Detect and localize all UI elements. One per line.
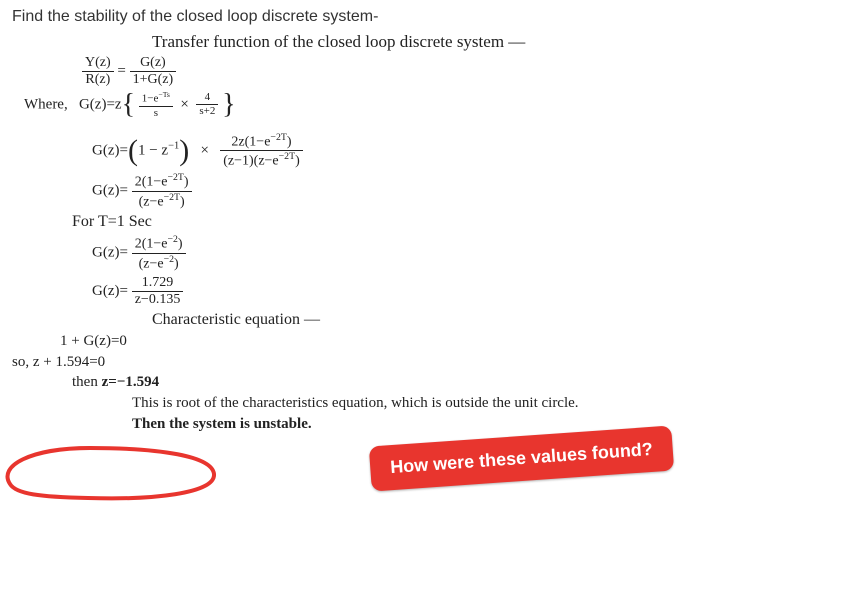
where-label: Where, (24, 96, 68, 112)
g-def-3: G(z)= 2(1−e−2T) (z−e−2T) (92, 173, 842, 209)
g2-rnum-a: 2z(1−e (231, 134, 270, 149)
annotation-callout: How were these values found? (369, 425, 674, 491)
g3-lead: G(z)= (92, 183, 128, 199)
g-def-5: G(z)= 1.729 z−0.135 (92, 276, 842, 307)
g3-den-exp: −2T (164, 192, 180, 203)
g1-inner-num: 1−e (142, 93, 159, 105)
ce3-bold: z=−1.594 (102, 374, 160, 390)
g3-den-a: (z−e (139, 194, 164, 209)
closed-loop-tf: Y(z) R(z) = G(z) 1+G(z) (82, 56, 842, 87)
g1-inner-exp: −Ts (158, 90, 170, 99)
ce3-pre: then (72, 374, 102, 390)
g1-lead: G(z)=z (79, 96, 122, 112)
g1-right-den: s+2 (196, 105, 218, 117)
g2-paren-inner: 1 − z (138, 142, 168, 158)
g1-inner-den: s (139, 107, 173, 119)
char-eq-1: 1 + G(z)=0 (60, 333, 842, 350)
g4-num-exp: −2 (167, 234, 177, 245)
g3-num-b: ) (184, 175, 189, 190)
g4-lead: G(z)= (92, 245, 128, 261)
tf-right-den: 1+G(z) (130, 72, 177, 87)
g2-rden-a: (z−1)(z−e (223, 154, 278, 169)
page-title: Find the stability of the closed loop di… (12, 8, 842, 26)
g-def-1: Where, G(z)=z{ 1−e−Ts s × 4 s+2 } (24, 91, 842, 119)
g4-num-b: ) (178, 237, 183, 252)
g3-den-b: ) (180, 194, 185, 209)
g-def-2: G(z)=(1 − z−1) × 2z(1−e−2T) (z−1)(z−e−2T… (92, 133, 842, 169)
section-header: Transfer function of the closed loop dis… (152, 32, 842, 52)
tf-left-den: R(z) (82, 72, 114, 87)
conclusion-1: This is root of the characteristics equa… (132, 395, 842, 412)
char-eq-3: then z=−1.594 (72, 374, 842, 391)
g1-times: × (180, 96, 188, 112)
tf-left-num: Y(z) (82, 56, 114, 72)
g2-paren-exp: −1 (168, 140, 179, 151)
conclusion-2: Then the system is unstable. (132, 416, 842, 433)
g3-num-a: 2(1−e (135, 175, 168, 190)
g4-den-b: ) (174, 257, 179, 272)
g4-den-exp: −2 (164, 254, 174, 265)
char-eq-header: Characteristic equation — (152, 311, 842, 329)
g2-rden-exp: −2T (279, 151, 295, 162)
g2-rden-b: ) (295, 154, 300, 169)
g3-num-exp: −2T (167, 172, 183, 183)
g2-rnum-exp: −2T (270, 132, 286, 143)
g2-lead: G(z)= (92, 142, 128, 158)
g-def-4: G(z)= 2(1−e−2) (z−e−2) (92, 235, 842, 271)
g2-rnum-b: ) (287, 134, 292, 149)
g2-times: × (201, 142, 209, 158)
g1-right-num: 4 (196, 92, 218, 105)
g5-den: z−0.135 (132, 292, 184, 307)
tf-right-num: G(z) (130, 56, 177, 72)
g4-den-a: (z−e (139, 257, 164, 272)
annotation-circle (0, 444, 220, 504)
for-t-line: For T=1 Sec (72, 213, 842, 231)
g5-num: 1.729 (132, 276, 184, 292)
g5-lead: G(z)= (92, 283, 128, 299)
g4-num-a: 2(1−e (135, 237, 168, 252)
char-eq-2: so, z + 1.594=0 (12, 354, 842, 371)
